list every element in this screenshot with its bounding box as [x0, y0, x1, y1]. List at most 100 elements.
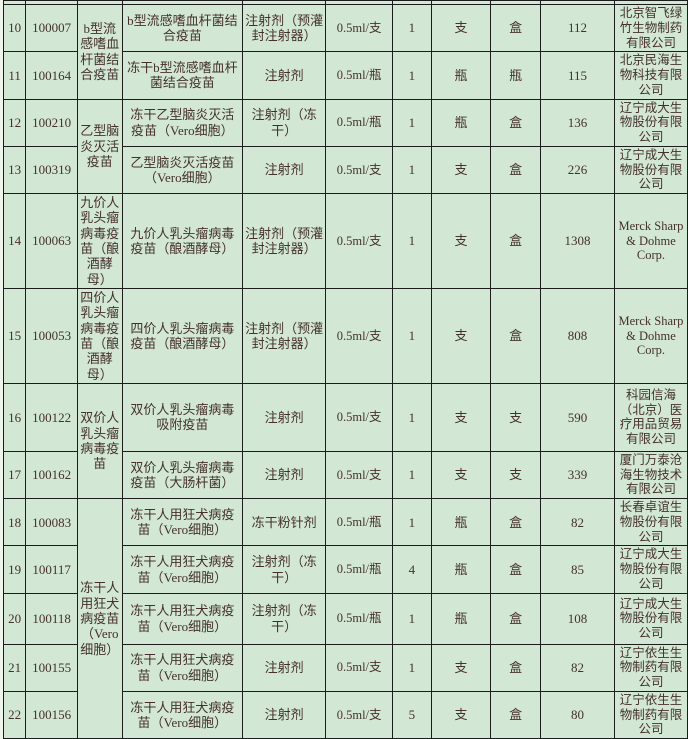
company-cell: 北京智飞绿竹生物制药有限公司 — [613, 3, 688, 53]
dosage-form-cell: 注射剂 — [242, 51, 327, 100]
package-cell: 盒 — [490, 98, 541, 147]
vaccine-name-cell: 双价人乳头瘤病毒吸附疫苗 — [121, 382, 244, 452]
price-cell: 226 — [539, 145, 615, 195]
price-cell: 82 — [539, 643, 615, 692]
price-cell: 590 — [539, 382, 615, 452]
code-cell: 100117 — [25, 545, 78, 594]
company-cell: 辽宁成大生物股份有限公司 — [613, 545, 688, 594]
spec-cell: 0.5ml/瓶 — [325, 98, 394, 147]
row-number-cell: 14 — [2, 193, 27, 289]
spec-cell: 0.5ml/支 — [325, 145, 394, 195]
vaccine-name-cell: b型流感嗜血杆菌结合疫苗 — [121, 3, 244, 53]
price-cell: 112 — [539, 3, 615, 53]
qty-cell: 1 — [392, 287, 432, 384]
table-row: 19 100117 冻干人用狂犬病疫苗（Vero细胞） 注射剂（冻干） 0.5m… — [2, 545, 688, 594]
unit-cell: 支 — [430, 3, 492, 53]
spec-cell: 0.5ml/支 — [325, 3, 394, 53]
price-cell: 136 — [539, 98, 615, 147]
table-row: 22 100156 冻干人用狂犬病疫苗（Vero细胞） 注射剂 0.5ml/支 … — [2, 690, 688, 739]
dosage-form-cell: 注射剂（预灌封注射器） — [242, 287, 327, 384]
vaccine-name-cell: 九价人乳头瘤病毒疫苗（酿酒酵母） — [121, 193, 244, 289]
vaccine-name-cell: 冻干人用狂犬病疫苗（Vero细胞） — [121, 592, 244, 645]
company-cell: Merck Sharp & Dohme Corp. — [613, 287, 688, 384]
price-cell: 339 — [539, 450, 615, 500]
unit-cell: 瓶 — [430, 545, 492, 594]
spec-cell: 0.5ml/瓶 — [325, 498, 394, 547]
code-cell: 100053 — [25, 287, 78, 384]
category-cell: b型流感嗜血杆菌结合疫苗 — [76, 4, 123, 100]
qty-cell: 1 — [392, 98, 432, 147]
unit-cell: 瓶 — [430, 498, 492, 547]
qty-cell: 1 — [392, 145, 432, 195]
company-cell: 科园信海（北京）医疗用品贸易有限公司 — [613, 382, 688, 452]
company-cell: Merck Sharp & Dohme Corp. — [613, 193, 688, 289]
qty-cell: 1 — [392, 498, 432, 547]
table-row: 13 100319 乙型脑炎灭活疫苗（Vero细胞） 注射剂 0.5ml/支 1… — [2, 145, 688, 195]
row-number-cell: 21 — [2, 643, 27, 692]
table-row: 10 100007 b型流感嗜血杆菌结合疫苗 b型流感嗜血杆菌结合疫苗 注射剂（… — [2, 3, 688, 100]
row-number-cell: 15 — [2, 287, 27, 384]
unit-cell: 支 — [430, 193, 492, 289]
spec-cell: 0.5ml/支 — [325, 690, 394, 739]
code-cell: 100083 — [25, 498, 78, 547]
dosage-form-cell: 注射剂（预灌封注射器） — [242, 193, 327, 289]
qty-cell: 5 — [392, 690, 432, 739]
company-cell: 长春卓谊生物股份有限公司 — [613, 498, 688, 547]
code-cell: 100155 — [25, 643, 78, 692]
dosage-form-cell: 注射剂（预灌封注射器） — [242, 3, 327, 53]
dosage-form-cell: 注射剂 — [242, 450, 327, 500]
table-row: 21 100155 冻干人用狂犬病疫苗（Vero细胞） 注射剂 0.5ml/支 … — [2, 643, 688, 692]
category-cell: 四价人乳头瘤病毒疫苗（酿酒酵母） — [76, 287, 123, 384]
code-cell: 100164 — [25, 51, 78, 100]
row-number-cell: 11 — [2, 51, 27, 100]
unit-cell: 支 — [430, 287, 492, 384]
table-row: 20 100118 冻干人用狂犬病疫苗（Vero细胞） 注射剂（冻干） 0.5m… — [2, 592, 688, 645]
dosage-form-cell: 注射剂（冻干） — [242, 98, 327, 147]
dosage-form-cell: 冻干粉针剂 — [242, 498, 327, 547]
row-number-cell: 10 — [2, 3, 27, 53]
row-number-cell: 19 — [2, 545, 27, 594]
spec-cell: 0.5ml/瓶 — [325, 592, 394, 645]
spec-cell: 0.5ml/瓶 — [325, 545, 394, 594]
code-cell: 100118 — [25, 592, 78, 645]
category-cell: 双价人乳头瘤病毒疫苗 — [76, 382, 123, 500]
row-number-cell: 12 — [2, 98, 27, 147]
company-cell: 辽宁依生生物制药有限公司 — [613, 690, 688, 739]
vaccine-name-cell: 冻干人用狂犬病疫苗（Vero细胞） — [121, 498, 244, 547]
code-cell: 100162 — [25, 450, 78, 500]
table-row: 15 100053 四价人乳头瘤病毒疫苗（酿酒酵母） 四价人乳头瘤病毒疫苗（酿酒… — [2, 287, 688, 384]
dosage-form-cell: 注射剂 — [242, 145, 327, 195]
dosage-form-cell: 注射剂（冻干） — [242, 545, 327, 594]
spec-cell: 0.5ml/支 — [325, 287, 394, 384]
table-row: 12 100210 乙型脑炎灭活疫苗 冻干乙型脑炎灭活疫苗（Vero细胞） 注射… — [2, 98, 688, 194]
company-cell: 辽宁成大生物股份有限公司 — [613, 98, 688, 147]
vaccine-name-cell: 四价人乳头瘤病毒疫苗（酿酒酵母） — [121, 287, 244, 384]
row-number-cell: 17 — [2, 450, 27, 500]
row-number-cell: 16 — [2, 382, 27, 452]
unit-cell: 支 — [430, 450, 492, 500]
unit-cell: 支 — [430, 643, 492, 692]
unit-cell: 瓶 — [430, 51, 492, 100]
package-cell: 盒 — [490, 690, 541, 739]
qty-cell: 1 — [392, 382, 432, 452]
code-cell: 100210 — [25, 98, 78, 147]
vaccine-name-cell: 冻干人用狂犬病疫苗（Vero细胞） — [121, 643, 244, 692]
price-cell: 82 — [539, 498, 615, 547]
company-cell: 北京民海生物科技有限公司 — [613, 51, 688, 100]
unit-cell: 支 — [430, 145, 492, 195]
company-cell: 厦门万泰沧海生物技术有限公司 — [613, 450, 688, 500]
vaccine-name-cell: 冻干b型流感嗜血杆菌结合疫苗 — [121, 51, 244, 100]
qty-cell: 1 — [392, 193, 432, 289]
qty-cell: 1 — [392, 450, 432, 500]
package-cell: 盒 — [490, 287, 541, 384]
package-cell: 盒 — [490, 3, 541, 53]
spec-cell: 0.5ml/瓶 — [325, 51, 394, 100]
vaccine-name-cell: 乙型脑炎灭活疫苗（Vero细胞） — [121, 145, 244, 195]
table-row: 11 100164 冻干b型流感嗜血杆菌结合疫苗 注射剂 0.5ml/瓶 1 瓶… — [2, 51, 688, 100]
code-cell: 100156 — [25, 690, 78, 739]
table-row: 14 100063 九价人乳头瘤病毒疫苗（酿酒酵母） 九价人乳头瘤病毒疫苗（酿酒… — [2, 193, 688, 289]
table-row: 18 100083 冻干人用狂犬病疫苗（Vero细胞） 冻干人用狂犬病疫苗（Ve… — [2, 498, 688, 739]
spec-cell: 0.5ml/支 — [325, 450, 394, 500]
package-cell: 盒 — [490, 592, 541, 645]
